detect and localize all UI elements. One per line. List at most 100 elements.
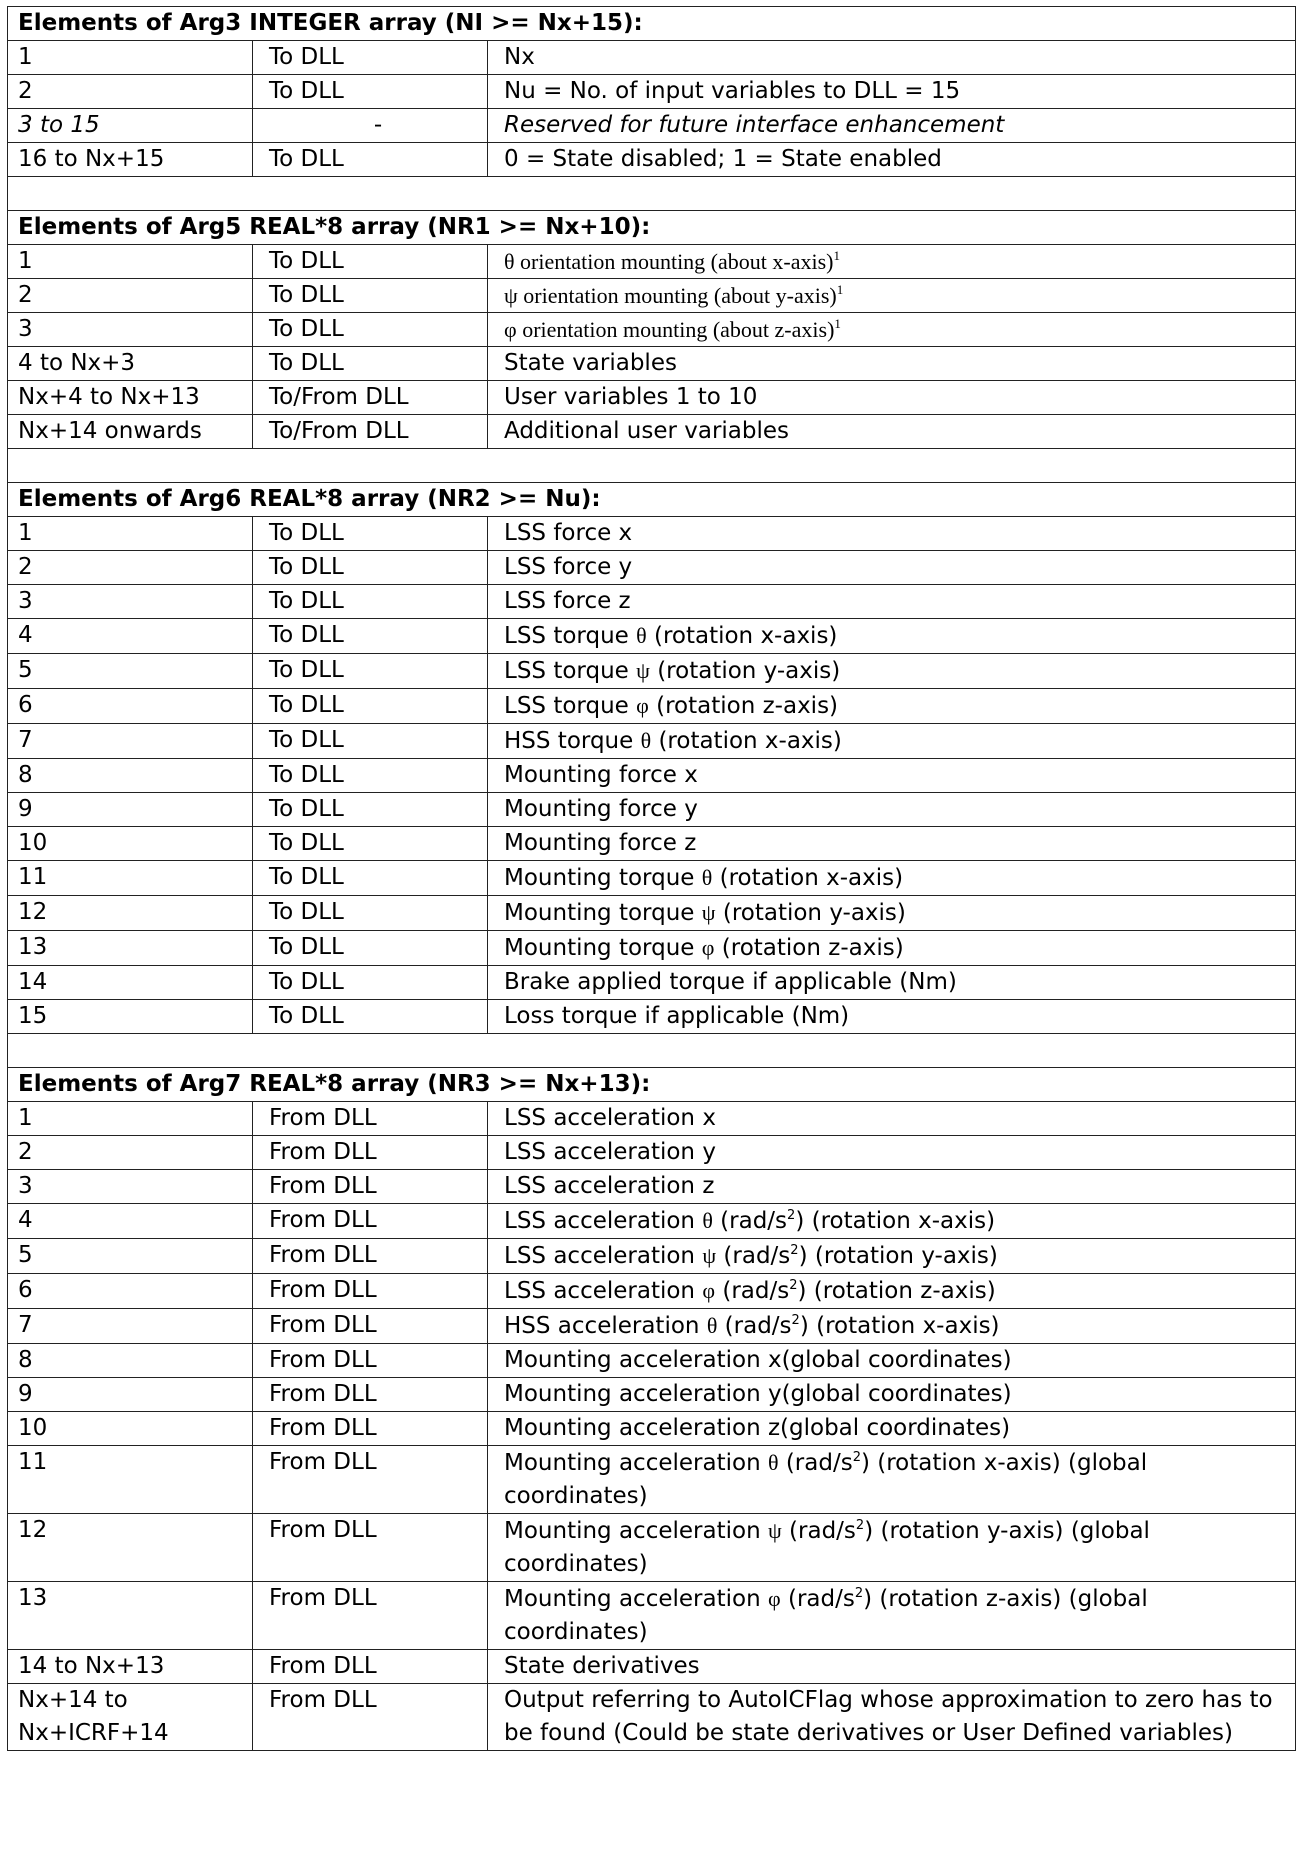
direction: To DLL [252,999,488,1034]
section-spacer [7,1033,1296,1068]
direction: To DLL [252,312,488,347]
table-row: 3 From DLL LSS acceleration z [7,1169,1296,1204]
greek-symbol: ψ [636,658,650,683]
description: LSS acceleration φ (rad/s2) (rotation z-… [487,1273,1296,1309]
section-header: Elements of Arg5 REAL*8 array (NR1 >= Nx… [7,210,1296,245]
element-index: 14 to Nx+13 [7,1649,253,1684]
greek-symbol: φ [701,935,715,960]
description: LSS acceleration z [487,1169,1296,1204]
description: Brake applied torque if applicable (Nm) [487,965,1296,1000]
section-header: Elements of Arg6 REAL*8 array (NR2 >= Nu… [7,482,1296,517]
element-index: 5 [7,1238,253,1274]
element-index: 1 [7,516,253,551]
description: Reserved for future interface enhancemen… [487,108,1296,143]
element-index: 3 [7,312,253,347]
direction: To DLL [252,826,488,861]
description-text: φ orientation mounting (about z-axis) [504,317,835,342]
description: HSS torque θ (rotation x-axis) [487,723,1296,759]
table-row: 2 To DLL Nu = No. of input variables to DL… [7,74,1296,109]
description: LSS acceleration ψ (rad/s2) (rotation y-… [487,1238,1296,1274]
greek-symbol: φ [636,693,649,718]
superscript: 2 [787,1208,796,1223]
table-body: Elements of Arg3 INTEGER array (NI >= Nx… [7,6,1296,1751]
superscript: 2 [854,1586,864,1601]
element-index: 4 [7,1203,253,1239]
table-row: 14 To DLL Brake applied torque if applicab… [7,965,1296,1000]
element-index: 16 to Nx+15 [7,142,253,177]
footnote-marker: 1 [836,282,844,297]
direction: From DLL [252,1308,488,1344]
table-row: 4 To DLL LSS torque θ (rotation x-axis) [7,618,1296,654]
direction: To DLL [252,895,488,931]
table-row: 10 To DLL Mounting force z [7,826,1296,861]
description: LSS acceleration x [487,1101,1296,1136]
description: LSS torque ψ (rotation y-axis) [487,653,1296,689]
description: φ orientation mounting (about z-axis)1 [487,312,1296,347]
table-row: 1 To DLL LSS force x [7,516,1296,551]
element-index: 2 [7,74,253,109]
description: LSS force x [487,516,1296,551]
greek-symbol: θ [701,865,713,890]
direction: From DLL [252,1273,488,1309]
direction: To DLL [252,516,488,551]
table-row: 9 From DLL Mounting acceleration y(global … [7,1377,1296,1412]
direction: From DLL [252,1581,488,1650]
table-row: Nx+14 onwards To/From DLL Additional user … [7,414,1296,449]
direction: To DLL [252,860,488,896]
table-row: 7 To DLL HSS torque θ (rotation x-axis) [7,723,1296,759]
element-index: Nx+14 onwards [7,414,253,449]
description: Mounting force y [487,792,1296,827]
direction: From DLL [252,1649,488,1684]
direction: From DLL [252,1238,488,1274]
element-index: 11 [7,1445,253,1514]
element-index: 12 [7,895,253,931]
element-index: 10 [7,1411,253,1446]
element-index: 12 [7,1513,253,1582]
description-text: ψ orientation mounting (about y-axis) [504,283,837,308]
direction: To DLL [252,758,488,793]
direction: To DLL [252,930,488,966]
description: Mounting acceleration z(global coordinat… [487,1411,1296,1446]
element-index: 1 [7,244,253,279]
element-index: 7 [7,1308,253,1344]
element-index: Nx+4 to Nx+13 [7,380,253,415]
description: Mounting torque ψ (rotation y-axis) [487,895,1296,931]
element-index: 1 [7,40,253,75]
description: Nu = No. of input variables to DLL = 15 [487,74,1296,109]
description: Mounting acceleration ψ (rad/s2) (rotati… [487,1513,1296,1582]
element-index: 9 [7,1377,253,1412]
element-index: 15 [7,999,253,1034]
table-row: Nx+4 to Nx+13 To/From DLL User variables 1… [7,380,1296,415]
table-row: 3 To DLL φ orientation mounting (about z-a… [7,312,1296,347]
direction: - [252,108,488,143]
superscript: 2 [852,1450,861,1465]
description: LSS force y [487,550,1296,585]
element-index: 4 [7,618,253,654]
table-row: 12 To DLL Mounting torque ψ (rotation y-ax… [7,895,1296,931]
table-row: 3 to 15- Reserved for future interface en… [7,108,1296,143]
arg-arrays-table: Elements of Arg3 INTEGER array (NI >= Nx… [7,6,1296,1751]
section-header: Elements of Arg7 REAL*8 array (NR3 >= Nx… [7,1067,1296,1102]
description: User variables 1 to 10 [487,380,1296,415]
table-row: 16 to Nx+15 To DLL 0 = State disabled; 1 =… [7,142,1296,177]
direction: To DLL [252,550,488,585]
table-row: 9 To DLL Mounting force y [7,792,1296,827]
element-index: 2 [7,1135,253,1170]
description: Loss torque if applicable (Nm) [487,999,1296,1034]
direction: To DLL [252,40,488,75]
table-row: 4 to Nx+3 To DLL State variables [7,346,1296,381]
direction: To DLL [252,278,488,313]
table-row: 13 From DLL Mounting acceleration φ (rad/s… [7,1581,1296,1650]
table-row: 1 To DLL θ orientation mounting (about x-a… [7,244,1296,279]
description: ψ orientation mounting (about y-axis)1 [487,278,1296,313]
element-index: 2 [7,550,253,585]
greek-symbol: ψ [701,900,716,925]
direction: To DLL [252,74,488,109]
greek-symbol: θ [706,1313,718,1338]
table-row: 2 To DLL ψ orientation mounting (about y-a… [7,278,1296,313]
direction: From DLL [252,1513,488,1582]
table-row: Nx+14 to Nx+ICRF+14 From DLL Output referr… [7,1683,1296,1751]
element-index: Nx+14 to Nx+ICRF+14 [7,1683,253,1751]
table-row: 11 From DLL Mounting acceleration θ (rad/s… [7,1445,1296,1514]
section-header: Elements of Arg3 INTEGER array (NI >= Nx… [7,6,1296,41]
